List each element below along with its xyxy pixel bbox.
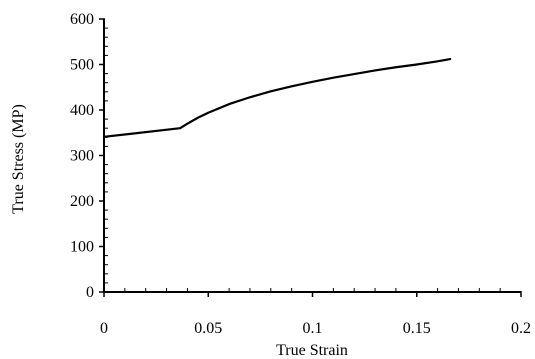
x-axis-title: True Strain: [276, 342, 348, 359]
minor-ticks: [104, 27, 501, 292]
tick-labels: 0 100 200 300 400 500 600 0 0.05 0.1 0.15 0.2: [70, 11, 531, 337]
series-line: [102, 57, 452, 138]
y-tick-label: 0: [86, 284, 94, 301]
y-tick-label: 100: [70, 239, 94, 256]
series-layer: [102, 57, 452, 138]
axes: [99, 18, 522, 297]
y-tick-label: 600: [70, 11, 94, 28]
x-tick-label: 0.15: [403, 320, 431, 337]
x-tick-label: 0.05: [194, 320, 222, 337]
y-axis-title: True Stress (MP): [10, 104, 27, 214]
y-tick-label: 300: [70, 148, 94, 165]
y-tick-label: 500: [70, 57, 94, 74]
y-tick-label: 200: [70, 193, 94, 210]
y-tick-label: 400: [70, 102, 94, 119]
x-tick-label: 0.1: [303, 320, 323, 337]
x-tick-label: 0.2: [511, 320, 531, 337]
x-tick-label: 0: [100, 320, 108, 337]
